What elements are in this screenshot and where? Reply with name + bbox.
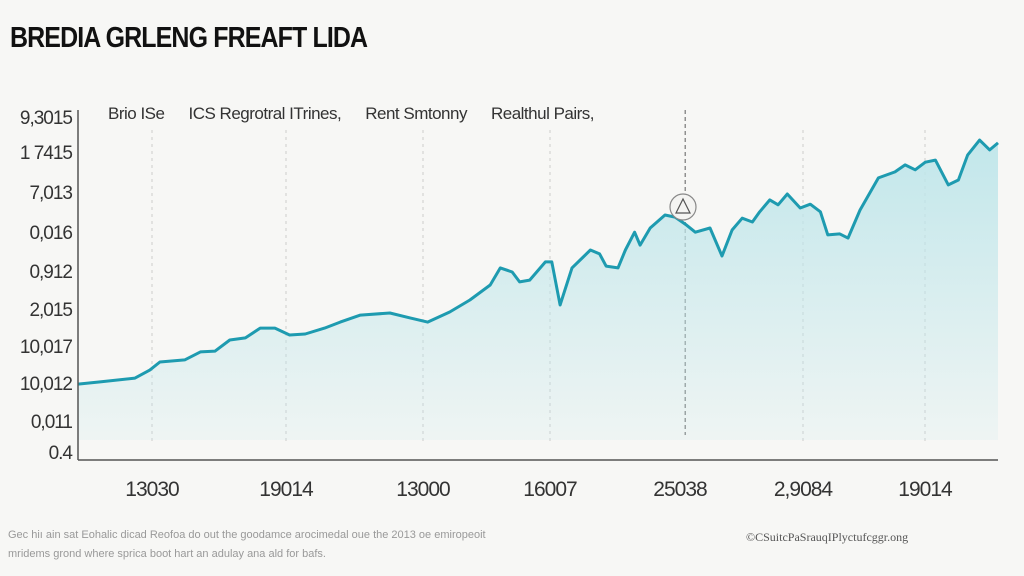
legend-item: ICS Regrotral ITrines, xyxy=(188,104,342,123)
x-tick-label: 25038 xyxy=(653,478,707,501)
legend-item: Rent Smtonny xyxy=(365,104,467,123)
y-tick-label: 1 7415 xyxy=(20,143,73,164)
y-tick-label: 10,017 xyxy=(20,337,73,358)
x-tick-label: 16007 xyxy=(523,478,577,501)
series-line xyxy=(77,138,999,386)
legend: Brio ISe ICS Regrotral ITrines, Rent Smt… xyxy=(108,104,595,124)
y-tick-label: 2,015 xyxy=(29,300,72,321)
x-tick-label: 13000 xyxy=(396,478,450,501)
y-tick-label: 9,3015 xyxy=(20,108,73,129)
y-tick-label: 7,013 xyxy=(29,183,72,204)
x-tick-label: 19014 xyxy=(898,478,953,501)
credit: ©CSuitcPaSrauqIPlyctufcggr.ong xyxy=(746,530,909,544)
footnote-line: mridems grond where sprica boot hart an … xyxy=(8,548,326,560)
y-tick-label: 0.4 xyxy=(49,443,74,464)
legend-item: Brio ISe xyxy=(108,104,165,123)
footnote-line: Gec hiı ain sat Eohalic dicad Reofoa do … xyxy=(8,529,486,541)
y-tick-label: 0,011 xyxy=(31,412,73,433)
y-tick-label: 0,016 xyxy=(29,223,72,244)
y-tick-label: 10,012 xyxy=(20,374,73,395)
chart-title: BREDIA GRLENG FREAFT LIDA xyxy=(10,22,368,54)
x-tick-label: 19014 xyxy=(259,478,314,501)
marker-icon xyxy=(675,197,691,214)
footnote: Gec hiı ain sat Eohalic dicad Reofoa do … xyxy=(8,526,608,564)
y-tick-label: 0,912 xyxy=(29,262,72,283)
legend-item: Realthul Pairs, xyxy=(490,104,595,123)
area-fill xyxy=(78,140,998,440)
x-tick-label: 13030 xyxy=(125,478,179,501)
x-tick-label: 2,9084 xyxy=(774,478,834,501)
